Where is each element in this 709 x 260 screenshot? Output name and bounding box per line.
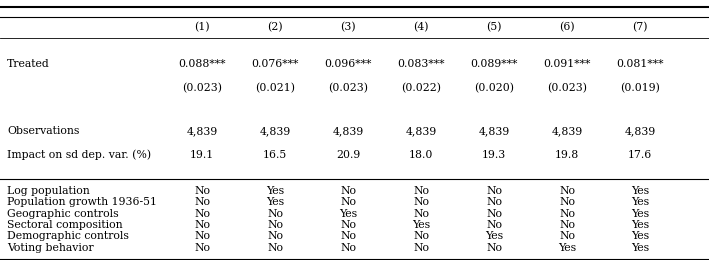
Text: No: No xyxy=(194,186,210,196)
Text: (0.023): (0.023) xyxy=(547,83,587,94)
Text: Yes: Yes xyxy=(266,186,284,196)
Text: 4,839: 4,839 xyxy=(259,126,291,136)
Text: Yes: Yes xyxy=(631,231,649,241)
Text: No: No xyxy=(194,197,210,207)
Text: 0.096***: 0.096*** xyxy=(325,59,372,69)
Text: Yes: Yes xyxy=(631,243,649,252)
Text: No: No xyxy=(413,209,429,219)
Text: No: No xyxy=(559,231,575,241)
Text: (0.019): (0.019) xyxy=(620,83,660,94)
Text: 0.088***: 0.088*** xyxy=(179,59,225,69)
Text: (3): (3) xyxy=(340,22,356,32)
Text: 4,839: 4,839 xyxy=(333,126,364,136)
Text: Demographic controls: Demographic controls xyxy=(7,231,129,241)
Text: No: No xyxy=(194,231,210,241)
Text: No: No xyxy=(559,220,575,230)
Text: Yes: Yes xyxy=(631,186,649,196)
Text: 19.1: 19.1 xyxy=(190,150,214,160)
Text: Yes: Yes xyxy=(631,197,649,207)
Text: 0.089***: 0.089*** xyxy=(471,59,518,69)
Text: 4,839: 4,839 xyxy=(186,126,218,136)
Text: No: No xyxy=(340,186,356,196)
Text: Yes: Yes xyxy=(631,220,649,230)
Text: 0.081***: 0.081*** xyxy=(617,59,664,69)
Text: No: No xyxy=(340,220,356,230)
Text: No: No xyxy=(559,186,575,196)
Text: (2): (2) xyxy=(267,22,283,32)
Text: Yes: Yes xyxy=(266,197,284,207)
Text: Yes: Yes xyxy=(412,220,430,230)
Text: No: No xyxy=(340,243,356,252)
Text: No: No xyxy=(559,209,575,219)
Text: Population growth 1936-51: Population growth 1936-51 xyxy=(7,197,157,207)
Text: Treated: Treated xyxy=(7,59,50,69)
Text: Yes: Yes xyxy=(631,209,649,219)
Text: Geographic controls: Geographic controls xyxy=(7,209,118,219)
Text: (0.023): (0.023) xyxy=(328,83,368,94)
Text: No: No xyxy=(486,243,502,252)
Text: (0.022): (0.022) xyxy=(401,83,441,94)
Text: No: No xyxy=(559,197,575,207)
Text: (5): (5) xyxy=(486,22,502,32)
Text: 0.083***: 0.083*** xyxy=(398,59,445,69)
Text: (7): (7) xyxy=(632,22,648,32)
Text: (0.020): (0.020) xyxy=(474,83,514,94)
Text: Yes: Yes xyxy=(558,243,576,252)
Text: 19.8: 19.8 xyxy=(555,150,579,160)
Text: 4,839: 4,839 xyxy=(406,126,437,136)
Text: Log population: Log population xyxy=(7,186,90,196)
Text: Observations: Observations xyxy=(7,126,79,136)
Text: Impact on sd dep. var. (%): Impact on sd dep. var. (%) xyxy=(7,150,151,160)
Text: 0.076***: 0.076*** xyxy=(252,59,298,69)
Text: Yes: Yes xyxy=(339,209,357,219)
Text: No: No xyxy=(413,197,429,207)
Text: No: No xyxy=(340,231,356,241)
Text: 17.6: 17.6 xyxy=(628,150,652,160)
Text: Yes: Yes xyxy=(485,231,503,241)
Text: No: No xyxy=(413,231,429,241)
Text: No: No xyxy=(413,243,429,252)
Text: 18.0: 18.0 xyxy=(409,150,433,160)
Text: No: No xyxy=(267,209,283,219)
Text: No: No xyxy=(486,220,502,230)
Text: (0.023): (0.023) xyxy=(182,83,222,94)
Text: (4): (4) xyxy=(413,22,429,32)
Text: 16.5: 16.5 xyxy=(263,150,287,160)
Text: (6): (6) xyxy=(559,22,575,32)
Text: No: No xyxy=(486,186,502,196)
Text: No: No xyxy=(486,197,502,207)
Text: No: No xyxy=(340,197,356,207)
Text: No: No xyxy=(267,220,283,230)
Text: 19.3: 19.3 xyxy=(482,150,506,160)
Text: No: No xyxy=(194,209,210,219)
Text: Voting behavior: Voting behavior xyxy=(7,243,94,252)
Text: Sectoral composition: Sectoral composition xyxy=(7,220,123,230)
Text: No: No xyxy=(267,243,283,252)
Text: No: No xyxy=(194,220,210,230)
Text: 0.091***: 0.091*** xyxy=(544,59,591,69)
Text: No: No xyxy=(413,186,429,196)
Text: 4,839: 4,839 xyxy=(625,126,656,136)
Text: 4,839: 4,839 xyxy=(552,126,583,136)
Text: No: No xyxy=(486,209,502,219)
Text: No: No xyxy=(194,243,210,252)
Text: (0.021): (0.021) xyxy=(255,83,295,94)
Text: 4,839: 4,839 xyxy=(479,126,510,136)
Text: 20.9: 20.9 xyxy=(336,150,360,160)
Text: No: No xyxy=(267,231,283,241)
Text: (1): (1) xyxy=(194,22,210,32)
